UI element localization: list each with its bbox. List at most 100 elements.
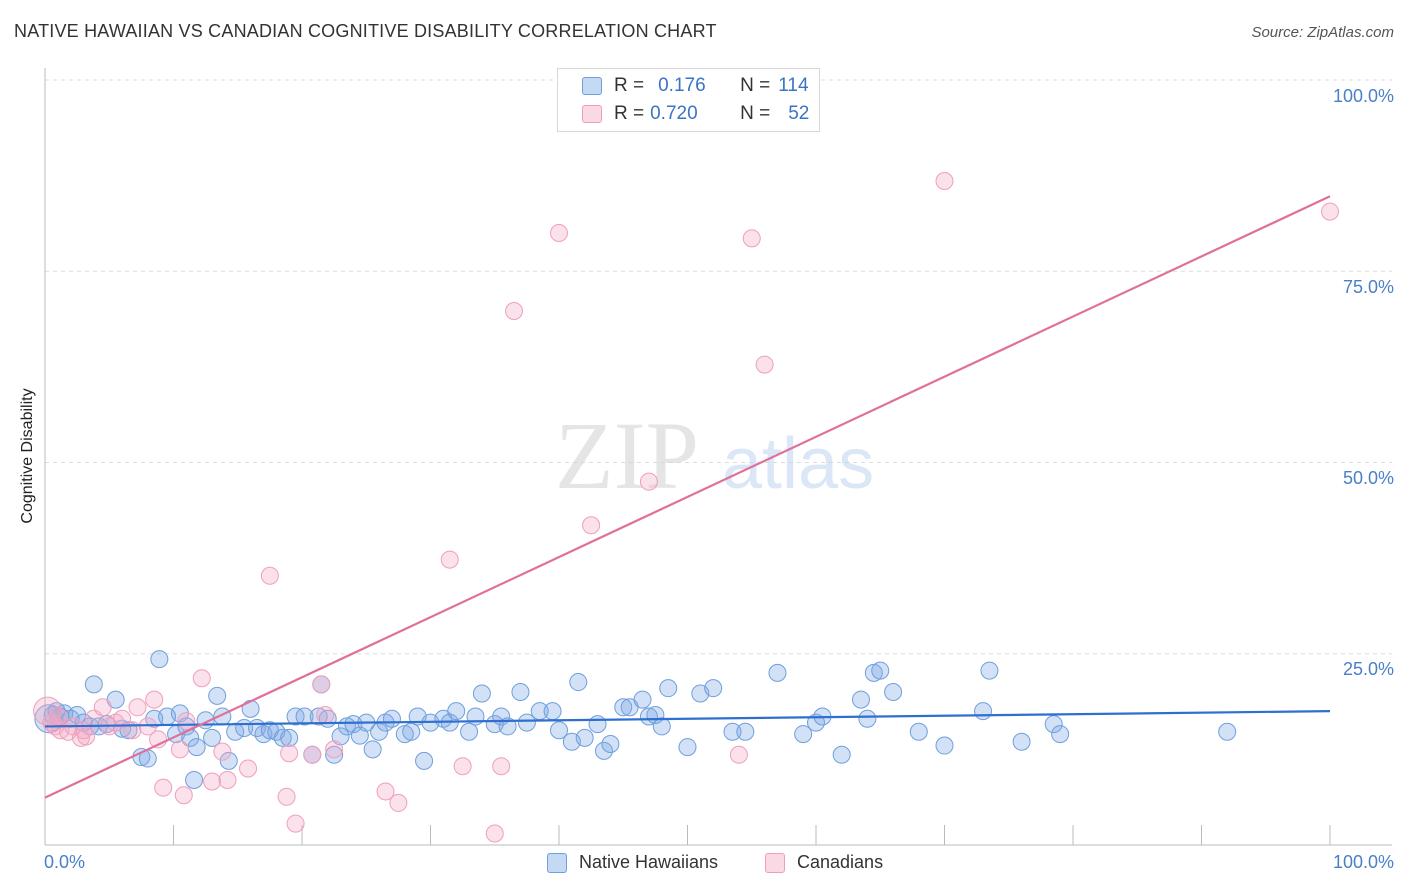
native-hawaiians-point: [832, 745, 851, 764]
canadians-point: [277, 787, 296, 806]
canadians-point: [582, 516, 601, 535]
native-hawaiians-point: [851, 690, 870, 709]
canadians-point: [218, 770, 237, 789]
native-hawaiians-point: [768, 663, 787, 682]
chart-title: NATIVE HAWAIIAN VS CANADIAN COGNITIVE DI…: [14, 21, 717, 41]
native-hawaiians-point: [402, 722, 421, 741]
canadians-point: [389, 793, 408, 812]
bottom-legend-label: Native Hawaiians: [579, 852, 719, 872]
native-hawaiians-point: [543, 702, 562, 721]
legend-n-value: 52: [788, 103, 810, 124]
legend-row-canadians: R = 0.720 N = 52: [582, 102, 809, 126]
native-hawaiians-points: [34, 650, 1237, 789]
canadians-point: [742, 229, 761, 248]
canadians-point: [203, 772, 222, 791]
canadians-point: [48, 707, 67, 726]
bottom-legend-native-hawaiians: Native Hawaiians: [547, 852, 718, 873]
native-hawaiians-point: [1218, 722, 1237, 741]
canadians-point: [453, 757, 472, 776]
legend-r-label: R =: [614, 103, 645, 124]
native-hawaiians-point: [736, 722, 755, 741]
native-hawaiians-point: [84, 675, 103, 694]
canadians-point: [505, 302, 524, 321]
native-hawaiians-point: [498, 717, 517, 736]
canadians-point: [192, 669, 211, 688]
source-label: Source: ZipAtlas.com: [1251, 24, 1394, 41]
native-hawaiians-point: [208, 686, 227, 705]
canadians-point: [440, 550, 459, 569]
canadians-point: [93, 698, 112, 717]
native-hawaiians-point: [150, 650, 169, 669]
y-tick-label: 50.0%: [1342, 468, 1394, 488]
native-hawaiians-point: [517, 713, 536, 732]
native-hawaiians-point: [1051, 725, 1070, 744]
native-hawaiians-point: [187, 738, 206, 757]
trend-lines: [44, 195, 1331, 799]
canadians-point: [138, 717, 157, 736]
canadians-point: [312, 675, 331, 694]
legend-r-label: R =: [614, 75, 645, 96]
canadians-point: [303, 745, 322, 764]
canadians-point: [239, 759, 258, 778]
native-hawaiians-point: [569, 673, 588, 692]
native-hawaiians-point: [382, 709, 401, 728]
legend-r-value: 0.176: [658, 75, 706, 96]
x-tick-label: 0.0%: [44, 852, 86, 872]
native-hawaiians-point: [363, 740, 382, 759]
x-tick-label: 100.0%: [1332, 852, 1394, 872]
watermark-zip: ZIP: [555, 402, 699, 509]
native-hawaiians-point: [575, 728, 594, 747]
native-hawaiians-point: [935, 736, 954, 755]
native-hawaiians-point: [871, 661, 890, 680]
native-hawaiians-point: [170, 704, 189, 723]
native-hawaiians-point: [185, 770, 204, 789]
native-hawaiians-point: [280, 728, 299, 747]
legend-swatch-pink: [582, 105, 602, 123]
native-hawaiians-point: [794, 725, 813, 744]
canadians-point: [145, 690, 164, 709]
canadians-point: [729, 745, 748, 764]
axes: [44, 68, 1392, 846]
canadians-point: [316, 705, 335, 724]
stats-legend: R = 0.176 N = 114 R = 0.720 N = 52: [557, 68, 820, 132]
canadians-point: [935, 171, 954, 190]
bottom-legend-canadians: Canadians: [765, 852, 883, 873]
canadians-point: [154, 778, 173, 797]
canadians-point: [325, 740, 344, 759]
canadians-trend-line: [44, 195, 1331, 799]
native-hawaiians-point: [273, 728, 292, 747]
y-axis-label: Cognitive Disability: [19, 388, 36, 524]
native-hawaiians-point: [678, 738, 697, 757]
native-hawaiians-point: [511, 683, 530, 701]
native-hawaiians-point: [594, 741, 613, 760]
native-hawaiians-point: [331, 727, 350, 746]
bottom-legend-label: Canadians: [797, 852, 884, 872]
native-hawaiians-point: [652, 717, 671, 736]
native-hawaiians-point: [447, 702, 466, 721]
canadians-point: [113, 709, 132, 728]
y-tick-label: 25.0%: [1342, 659, 1394, 679]
native-hawaiians-point: [1044, 715, 1063, 734]
native-hawaiians-point: [588, 715, 607, 734]
legend-n-label: N =: [740, 103, 771, 124]
grid-lines: [45, 79, 1392, 655]
native-hawaiians-point: [295, 707, 314, 726]
native-hawaiians-point: [344, 715, 363, 734]
y-tick-label: 75.0%: [1342, 277, 1394, 297]
native-hawaiians-point: [909, 722, 928, 741]
native-hawaiians-point: [203, 728, 222, 747]
canadians-point: [492, 757, 511, 776]
canadians-point: [755, 355, 774, 374]
canadians-point: [639, 472, 658, 491]
canadians-point: [74, 721, 93, 740]
canadians-point: [485, 824, 504, 843]
native-hawaiians-point: [1012, 732, 1031, 751]
canadians-point: [550, 224, 568, 242]
legend-swatch-blue: [582, 77, 602, 95]
canadians-point: [174, 786, 193, 805]
native-hawaiians-point: [723, 722, 742, 741]
canadians-point: [1321, 202, 1339, 221]
watermark-atlas: atlas: [722, 424, 874, 504]
native-hawaiians-point: [633, 690, 652, 709]
